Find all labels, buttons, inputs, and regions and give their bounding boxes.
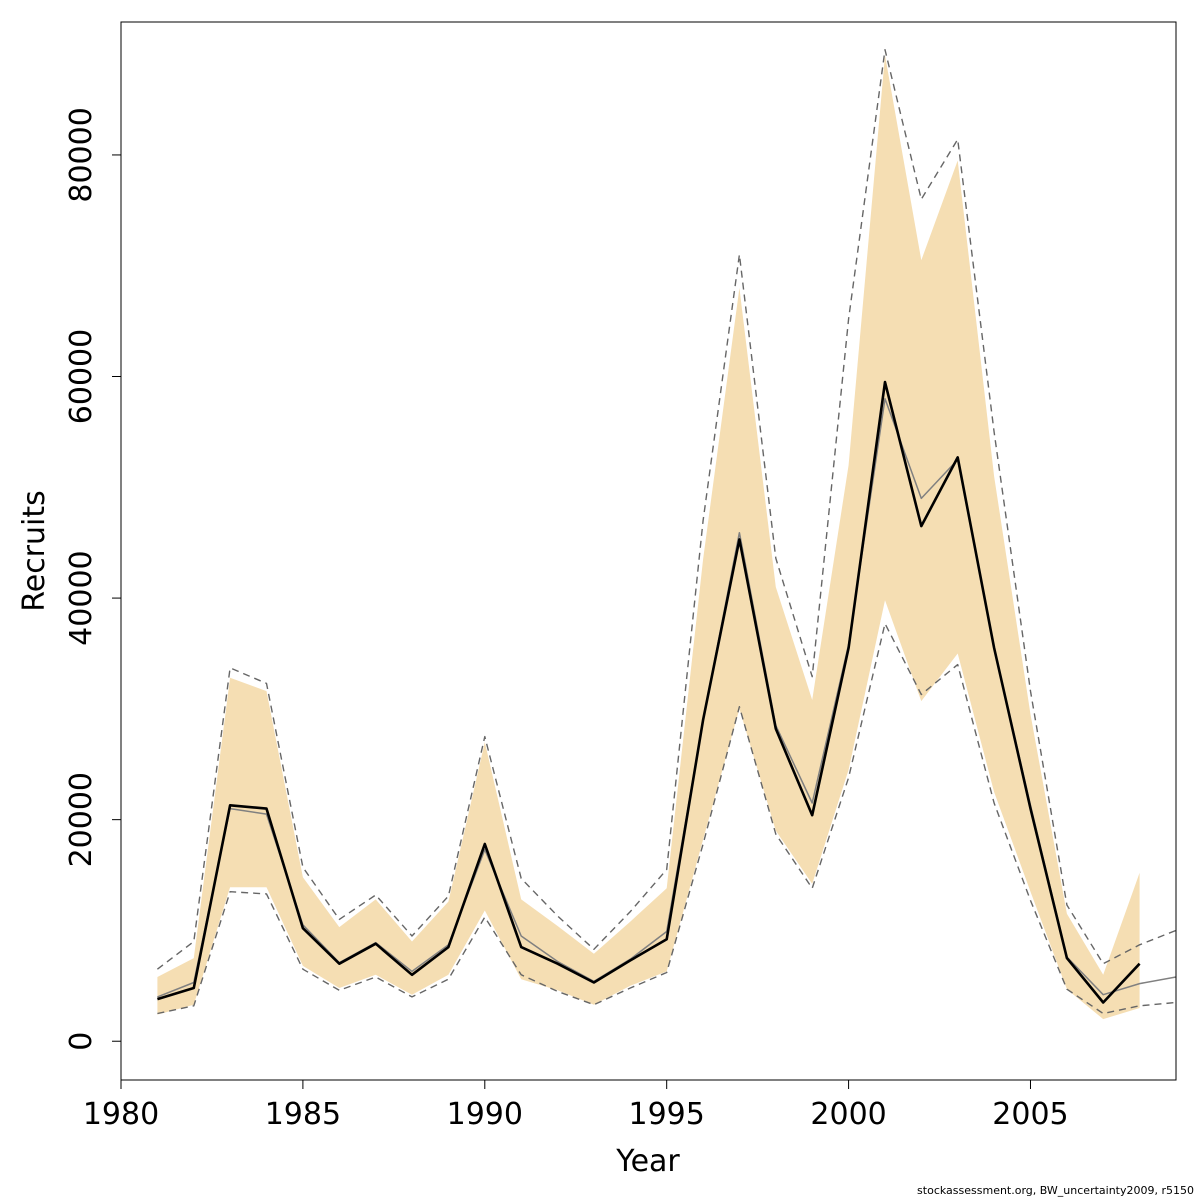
confidence-band bbox=[157, 55, 1140, 1020]
y-tick-label: 20000 bbox=[64, 772, 99, 867]
x-tick-label: 1980 bbox=[83, 1097, 159, 1132]
series-line-main bbox=[157, 380, 1141, 1004]
x-tick-label: 2000 bbox=[810, 1097, 886, 1132]
series-line-dashed-2 bbox=[156, 49, 1176, 970]
series-line-dashed-3 bbox=[157, 622, 1176, 1015]
axes-layer: 1980 1985 1990 1995 2000 2005 0 20000 40000 60000… bbox=[64, 107, 1069, 1132]
x-axis-title: Year bbox=[615, 1144, 680, 1179]
x-tick-label: 1985 bbox=[265, 1097, 341, 1132]
x-tick-label: 2005 bbox=[992, 1097, 1068, 1132]
y-tick-label: 0 bbox=[64, 1032, 99, 1051]
y-tick-label: 80000 bbox=[64, 107, 99, 202]
y-tick-label: 60000 bbox=[64, 329, 99, 424]
y-tick-label: 40000 bbox=[64, 550, 99, 645]
x-tick-label: 1990 bbox=[447, 1097, 523, 1132]
footer-credit: stockassessment.org, BW_uncertainty2009,… bbox=[917, 1184, 1194, 1197]
series-lines-layer bbox=[156, 49, 1176, 1015]
y-axis-title: Recruits bbox=[17, 490, 52, 612]
x-tick-label: 1995 bbox=[629, 1097, 705, 1132]
confidence-band-layer bbox=[157, 55, 1140, 1020]
